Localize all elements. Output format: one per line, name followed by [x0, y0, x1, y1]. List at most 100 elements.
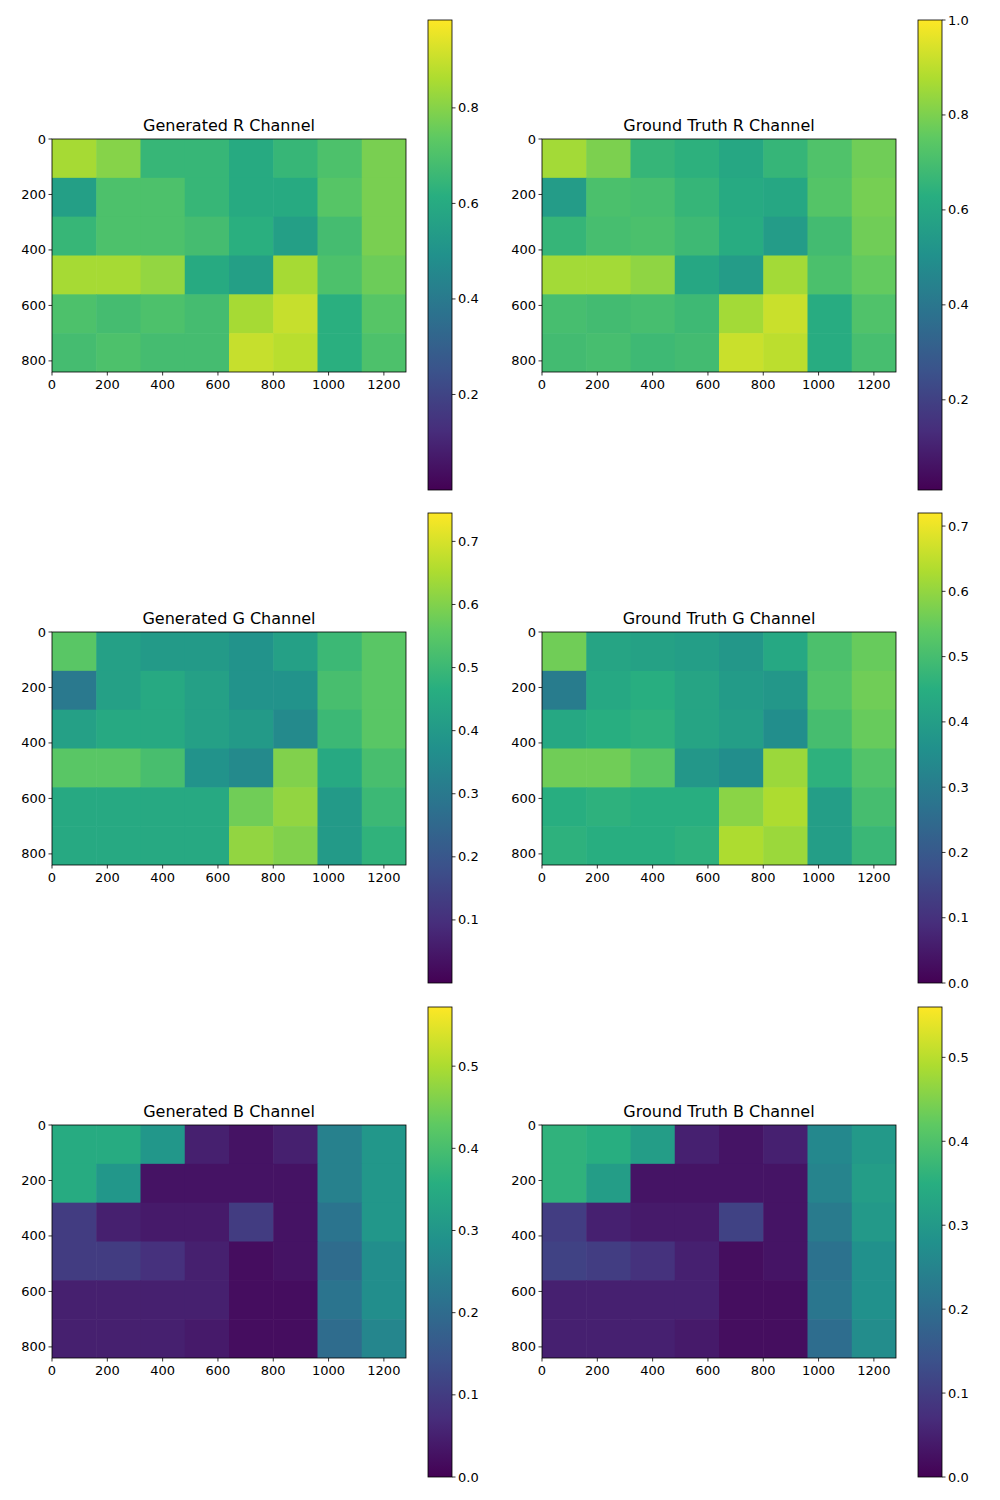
x-tick	[542, 865, 543, 869]
x-tick-label: 1000	[802, 870, 835, 885]
heatmap-cell	[675, 787, 720, 826]
x-tick-label: 200	[585, 377, 610, 392]
colorbar-tick	[452, 1230, 456, 1231]
heatmap-cell	[229, 139, 274, 178]
heatmap-cell	[229, 1319, 274, 1358]
heatmap-cell	[763, 294, 808, 333]
colorbar-tick-label: 0.6	[458, 196, 479, 211]
heatmap-cell	[273, 1203, 318, 1242]
colorbar-tick	[942, 591, 946, 592]
x-tick	[542, 372, 543, 376]
y-tick-label: 200	[511, 187, 536, 202]
heatmap-cell	[719, 826, 764, 865]
heatmap-cell	[141, 1203, 186, 1242]
heatmap-cell	[273, 256, 318, 295]
heatmap-cell	[808, 1203, 853, 1242]
x-tick-label: 1200	[367, 1363, 400, 1378]
title: Ground Truth G Channel	[623, 609, 816, 628]
x-tick-label: 400	[640, 1363, 665, 1378]
y-tick-label: 600	[511, 298, 536, 313]
colorbar-tick	[942, 1057, 946, 1058]
heatmap-cell	[631, 256, 676, 295]
heatmap-cell	[763, 632, 808, 671]
heatmap-cell	[52, 333, 97, 372]
colorbar	[918, 513, 942, 983]
page: {"chart_data": [ {"type": "heatmap", "ti…	[0, 0, 1000, 1500]
y-tick	[539, 1235, 543, 1236]
heatmap-cell	[229, 333, 274, 372]
x-tick	[162, 865, 163, 869]
heatmap-cell	[52, 787, 97, 826]
heatmap-cell	[362, 294, 406, 333]
heatmap-cell	[631, 178, 676, 217]
heatmap-cell	[96, 749, 141, 788]
heatmap-cell	[52, 1125, 97, 1164]
heatmap-cell	[675, 178, 720, 217]
x-tick	[273, 372, 274, 376]
heatmap-cell	[185, 1280, 230, 1319]
axes-frame	[52, 632, 406, 865]
heatmap-cell	[763, 1125, 808, 1164]
colorbar-tick-label: 0.2	[458, 1305, 479, 1320]
heatmap-cell	[808, 710, 853, 749]
heatmap-cell	[318, 294, 363, 333]
heatmap-cell	[362, 710, 406, 749]
heatmap-cell	[719, 294, 764, 333]
colorbar-tick	[942, 209, 946, 210]
colorbar-tick	[942, 304, 946, 305]
heatmap-cell	[631, 333, 676, 372]
x-tick	[763, 865, 764, 869]
colorbar-tick	[942, 526, 946, 527]
heatmap-cell	[273, 139, 318, 178]
heatmap-cell	[586, 1280, 631, 1319]
heatmap-cell	[96, 178, 141, 217]
heatmap-cell	[631, 710, 676, 749]
y-tick-label: 600	[21, 791, 46, 806]
heatmap-cell	[586, 710, 631, 749]
heatmap-cell	[586, 671, 631, 710]
x-tick-label: 800	[751, 870, 776, 885]
colorbar-tick	[942, 399, 946, 400]
x-tick	[818, 865, 819, 869]
x-tick-label: 1200	[367, 870, 400, 885]
y-tick	[49, 687, 53, 688]
axes-frame	[542, 139, 896, 372]
heatmap-cell	[852, 333, 896, 372]
heatmap-cell	[631, 1319, 676, 1358]
colorbar-tick-label: 0.6	[948, 584, 969, 599]
heatmap-cell	[763, 1242, 808, 1281]
heatmap-cell	[631, 826, 676, 865]
heatmap-cell	[318, 1125, 363, 1164]
heatmap-cell	[96, 217, 141, 256]
colorbar-tick	[942, 114, 946, 115]
title: Ground Truth B Channel	[623, 1102, 814, 1121]
colorbar-frame	[918, 513, 942, 983]
heatmap-cells	[542, 139, 896, 372]
heatmap-cell	[52, 1319, 97, 1358]
colorbar-tick-label: 0.4	[948, 297, 969, 312]
heatmap-cell	[675, 749, 720, 788]
heatmap-cell	[229, 749, 274, 788]
heatmap-cell	[318, 1280, 363, 1319]
heatmap-cell	[96, 632, 141, 671]
heatmap-cell	[318, 1203, 363, 1242]
y-tick-label: 0	[528, 132, 536, 147]
x-tick	[597, 1358, 598, 1362]
heatmap-cell	[675, 294, 720, 333]
colorbar-tick-label: 0.2	[948, 1302, 969, 1317]
colorbar-tick	[942, 656, 946, 657]
title: Generated G Channel	[142, 609, 315, 628]
colorbar-frame	[918, 20, 942, 490]
heatmap-cell	[229, 294, 274, 333]
x-tick	[818, 1358, 819, 1362]
heatmap-cell	[763, 671, 808, 710]
heatmap-cell	[318, 139, 363, 178]
heatmap-cell	[852, 1280, 896, 1319]
heatmap-cell	[719, 671, 764, 710]
y-tick-label: 400	[21, 242, 46, 257]
colorbar-frame	[428, 513, 452, 983]
heatmap-cell	[808, 217, 853, 256]
heatmap-cell	[185, 217, 230, 256]
heatmap-cell	[52, 139, 97, 178]
heatmap-cell	[318, 671, 363, 710]
